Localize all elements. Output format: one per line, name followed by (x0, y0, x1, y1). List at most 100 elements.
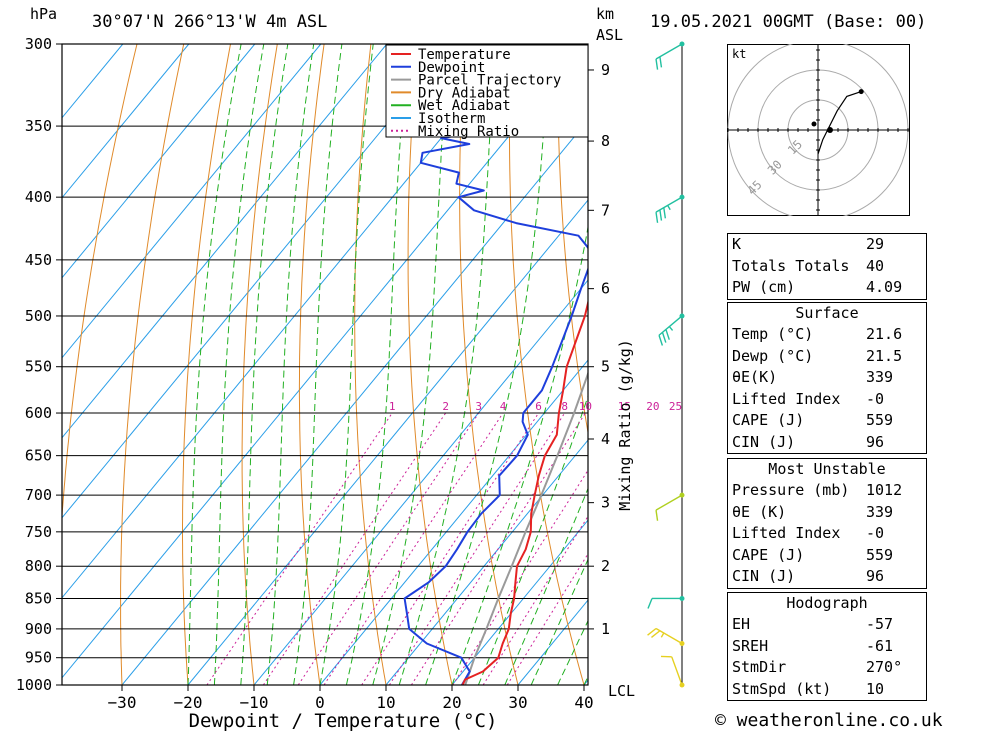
wind-barb (660, 655, 685, 688)
table-row: Pressure (mb) 1012 (728, 480, 926, 502)
table-row: Lifted Index -0 (728, 523, 926, 545)
mixing-ratio-tick-label: 4 (500, 400, 507, 413)
row-value: -0 (866, 524, 885, 542)
hodograph-point (811, 121, 817, 127)
indices-table: K 29 Totals Totals 40 PW (cm) 4.09 (727, 233, 927, 300)
pressure-tick-label: 950 (25, 649, 52, 667)
row-value: -57 (866, 615, 894, 633)
pressure-tick-label: 850 (25, 589, 52, 607)
asl-label: ASL (596, 26, 623, 44)
isotherm-line (62, 44, 388, 439)
hodograph-table: Hodograph EH -57 SREH -61 StmDir 270° StmSpd (k… (727, 592, 927, 701)
row-label: CIN (J) (732, 567, 796, 585)
mixing-ratio-line (206, 412, 393, 685)
mixing-ratio-tick-label: 2 (442, 400, 449, 413)
mixing-ratio-line (410, 412, 586, 685)
legend-item: Isotherm (418, 111, 485, 127)
km-tick-label: 4 (601, 430, 610, 448)
hpa-label: hPa (30, 5, 57, 23)
table-section-title: Surface (795, 304, 859, 322)
row-label: StmDir (732, 658, 787, 676)
row-label: θE(K) (732, 368, 778, 386)
wind-profile (647, 41, 685, 688)
mixing-ratio-line (297, 412, 480, 685)
pressure-tick-label: 750 (25, 523, 52, 541)
pressure-tick-label: 800 (25, 557, 52, 575)
isotherm-line (253, 279, 588, 685)
km-tick-label: 9 (601, 61, 610, 79)
table-row: Dewp (°C) 21.5 (728, 346, 926, 368)
isotherm-line (319, 359, 588, 685)
row-value: 21.5 (866, 346, 903, 365)
table-row: CIN (J) 96 (728, 566, 926, 588)
isotherm-line (62, 44, 190, 199)
credit-link[interactable]: © weatheronline.co.uk (715, 710, 943, 731)
row-value: 339 (866, 368, 894, 386)
temperature-line (461, 298, 588, 685)
table-row: EH -57 (728, 614, 926, 636)
table-row: Temp (°C) 21.6 (728, 324, 926, 346)
isotherm-line (451, 519, 588, 685)
table-row: CAPE (J) 559 (728, 545, 926, 567)
km-tick-label: 5 (601, 358, 610, 376)
row-label: Lifted Index (732, 524, 841, 542)
table-row: StmSpd (kt) 10 (728, 679, 926, 701)
table-row: PW (cm) 4.09 (728, 277, 926, 299)
wind-barb (647, 595, 685, 609)
row-label: Totals Totals (732, 256, 850, 275)
temperature-tick-label: 40 (574, 693, 593, 712)
pressure-tick-label: 450 (25, 251, 52, 269)
table-row: SREH -61 (728, 636, 926, 658)
row-label: θE (K) (732, 502, 787, 521)
temperature-tick-label: 30 (508, 693, 527, 712)
legend-item: Dewpoint (418, 60, 485, 76)
row-label: CAPE (J) (732, 545, 805, 564)
row-value: 96 (866, 567, 885, 585)
hodograph-unit-label: kt (732, 47, 746, 61)
pressure-tick-label: 300 (25, 35, 52, 53)
mixing-ratio-axis-label: Mixing Ratio (g/kg) (616, 339, 634, 511)
mixing-ratio-tick-label: 10 (579, 400, 592, 413)
mixing-ratio-line (262, 412, 447, 685)
km-tick-label: 6 (601, 280, 610, 298)
dry-adiabat-line (354, 44, 387, 685)
table-row: CIN (J) 96 (728, 432, 926, 454)
km-tick-label: 8 (601, 132, 610, 150)
pressure-tick-label: 550 (25, 358, 52, 376)
mixing-ratio-tick-label: 15 (618, 400, 631, 413)
row-value: 96 (866, 432, 885, 451)
km-tick-label: 1 (601, 620, 610, 638)
wet-adiabat-line (187, 44, 242, 685)
table-section-title: Hodograph (786, 594, 868, 612)
wet-adiabat-line (213, 44, 265, 685)
pressure-tick-label: 400 (25, 188, 52, 206)
mixing-ratio-tick-label: 6 (535, 400, 542, 413)
wind-barb (658, 313, 685, 346)
x-axis-label: Dewpoint / Temperature (°C) (189, 710, 498, 732)
dry-adiabat-line (182, 44, 231, 685)
legend-item: Mixing Ratio (418, 124, 519, 140)
dry-adiabat-line (509, 44, 585, 685)
isotherm-line (385, 439, 588, 685)
row-label: StmSpd (kt) (732, 679, 832, 698)
table-row: CAPE (J) 559 (728, 410, 926, 432)
pressure-tick-label: 1000 (16, 676, 52, 694)
row-value: 270° (866, 658, 903, 676)
km-tick-label: 7 (601, 201, 610, 219)
table-row: Totals Totals 40 (728, 256, 926, 278)
wet-adiabat-line (425, 44, 550, 685)
temperature-tick-label: −30 (108, 693, 137, 712)
row-label: CAPE (J) (732, 411, 805, 429)
station-location: 30°07'N 266°13'W 4m ASL (92, 12, 328, 32)
wind-barb (655, 41, 685, 70)
forecast-datetime: 19.05.2021 00GMT (Base: 00) (650, 12, 927, 32)
surface-table: Surface Temp (°C) 21.6 Dewp (°C) 21.5 θE(K) 33… (727, 302, 927, 454)
isotherm-line (121, 119, 588, 685)
row-value: 559 (866, 411, 894, 429)
temperature-tick-label: 10 (376, 693, 395, 712)
legend-item: Dry Adiabat (418, 85, 511, 101)
row-label: PW (cm) (732, 278, 796, 296)
isotherm-line (187, 199, 588, 685)
